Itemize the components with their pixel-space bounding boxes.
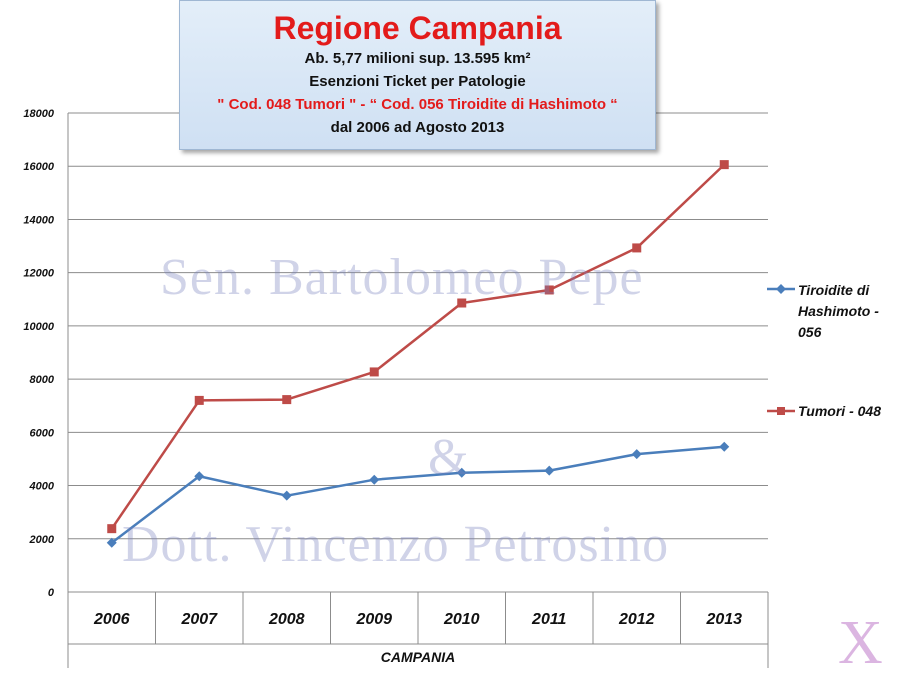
x-tick-label: 2007 (180, 611, 218, 628)
chart-title: Regione Campania (273, 10, 562, 46)
watermark-ampersand: & (428, 429, 469, 486)
subtitle-period: dal 2006 ad Agosto 2013 (330, 119, 505, 136)
y-tick-label: 2000 (29, 534, 55, 546)
data-point-hashimoto (631, 449, 642, 460)
x-tick-label: 2012 (618, 611, 655, 628)
data-point-hashimoto (194, 471, 205, 482)
y-tick-label: 14000 (23, 214, 54, 226)
data-point-hashimoto (369, 474, 380, 485)
x-tick-label: 2010 (443, 611, 480, 628)
series-line-hashimoto (110, 445, 725, 544)
legend-swatch-tumori (767, 407, 795, 415)
watermark-line-1: Sen. Bartolomeo Pepe (160, 249, 644, 306)
data-point-tumori (194, 395, 204, 405)
watermark-line-2: Dott. Vincenzo Petrosino (122, 516, 670, 573)
title-box: Regione Campania Ab. 5,77 milioni sup. 1… (179, 0, 656, 150)
legend-label-hashimoto: Tiroidite di Hashimoto - 056 (798, 282, 879, 340)
legend-label-tumori: Tumori - 048 (798, 403, 881, 419)
data-point-tumori (457, 298, 467, 308)
x-tick-label: 2013 (705, 611, 742, 628)
y-tick-label: 0 (48, 587, 55, 599)
x-tick-label: 2008 (268, 611, 305, 628)
data-point-tumori (282, 395, 292, 405)
data-point-hashimoto (544, 465, 555, 476)
x-axis-title: CAMPANIA (381, 649, 455, 665)
data-point-hashimoto (456, 467, 467, 478)
data-point-tumori (719, 160, 729, 170)
y-tick-label: 8000 (30, 374, 55, 386)
legend-swatch-hashimoto (767, 284, 795, 294)
y-tick-label: 16000 (23, 161, 54, 173)
y-tick-label: 12000 (23, 268, 54, 280)
data-point-tumori (107, 524, 117, 534)
data-point-hashimoto (281, 490, 292, 501)
x-logo-icon: X (838, 609, 883, 677)
y-tick-label: 18000 (23, 108, 54, 120)
data-point-tumori (544, 285, 554, 295)
subtitle-exemptions: Esenzioni Ticket per Patologie (309, 73, 526, 90)
x-tick-label: 2009 (355, 611, 392, 628)
y-tick-label: 10000 (23, 321, 54, 333)
x-tick-label: 2011 (531, 611, 567, 628)
y-tick-label: 6000 (30, 427, 55, 439)
series-line-tumori (110, 163, 726, 530)
data-point-hashimoto (719, 441, 730, 452)
data-point-tumori (369, 367, 379, 377)
x-tick-label: 2006 (93, 611, 130, 628)
population-info: Ab. 5,77 milioni sup. 13.595 km² (304, 50, 531, 67)
data-point-hashimoto (106, 537, 117, 548)
y-tick-label: 4000 (29, 481, 55, 493)
subtitle-codes: " Cod. 048 Tumori " - “ Cod. 056 Tiroidi… (217, 96, 618, 113)
data-point-tumori (632, 243, 642, 253)
